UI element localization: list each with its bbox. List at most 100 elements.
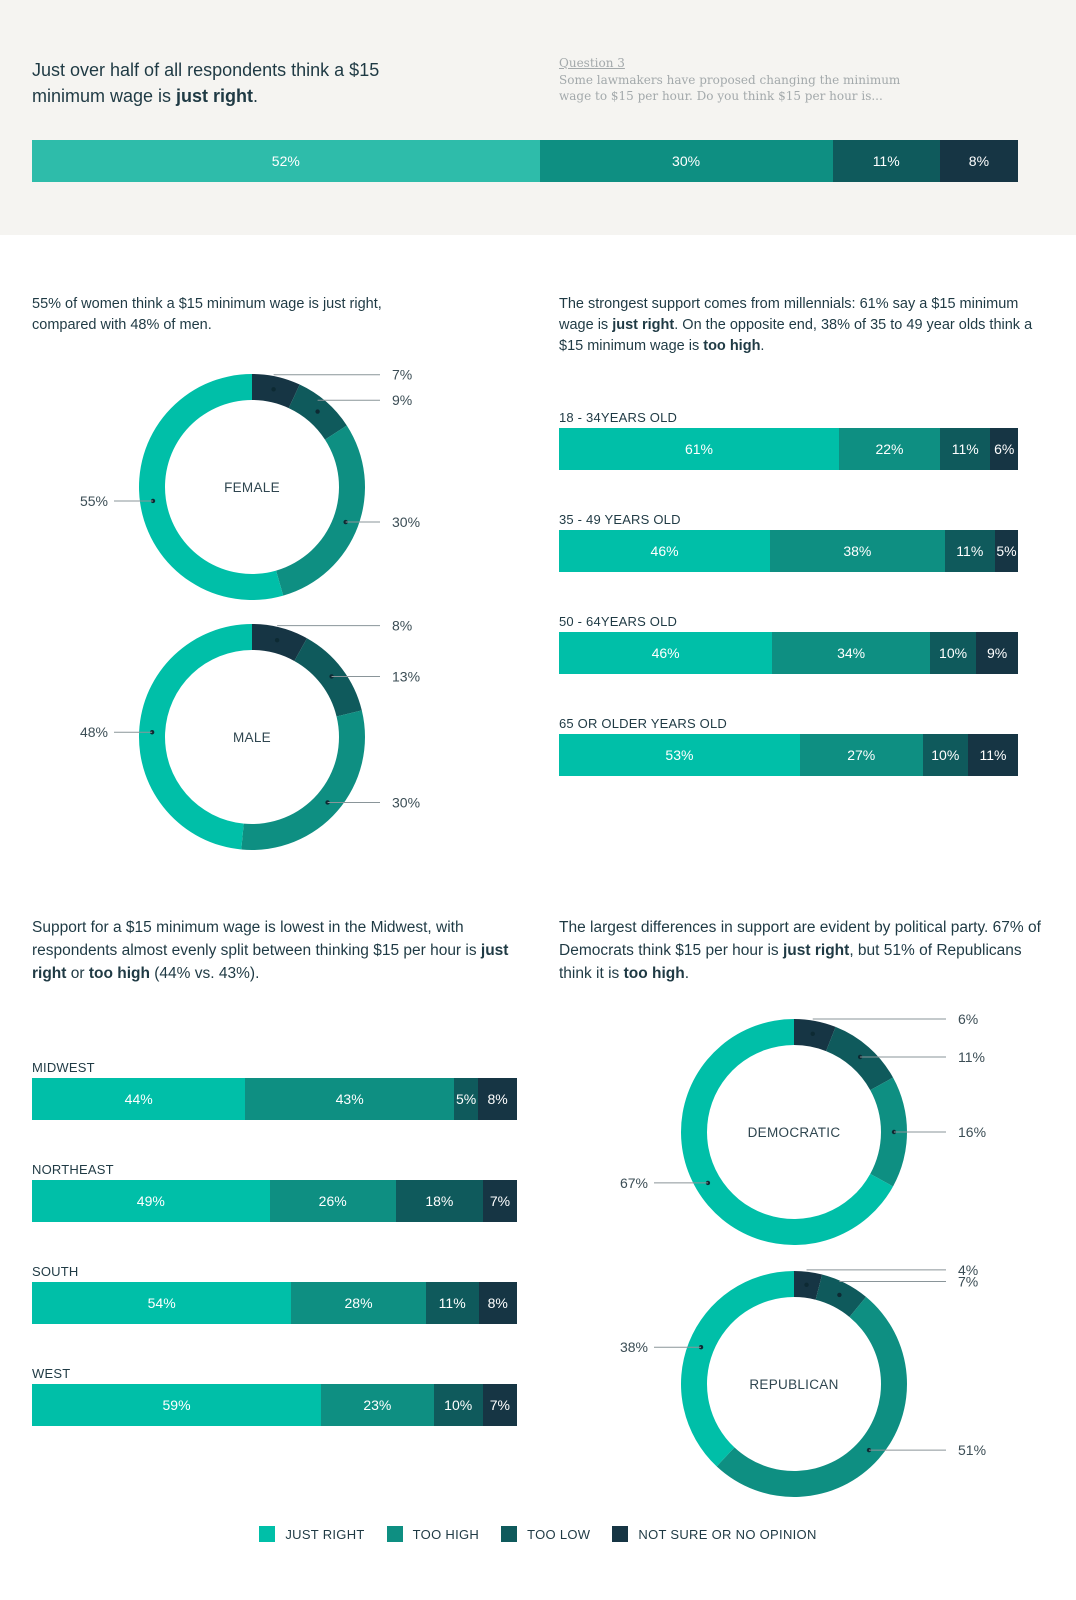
bar-segment-just-right: 46% [559, 530, 771, 572]
bar-label: MIDWEST [32, 1060, 95, 1075]
headline: Just over half of all respondents think … [32, 60, 380, 106]
bar-segment-too-high: 23% [321, 1384, 434, 1426]
party-intro: The largest differences in support are e… [559, 919, 1041, 982]
donut-slice-just-right [138, 374, 284, 600]
donut-value-label: 67% [620, 1175, 648, 1191]
bar-segment-too-low: 11% [425, 1282, 479, 1324]
bar-label: 35 - 49 YEARS OLD [559, 512, 681, 527]
bar-segment-just-right: 59% [32, 1384, 322, 1426]
leader-dot [271, 387, 276, 392]
stacked-bar-south: 54% 28% 11% 8% [32, 1282, 517, 1324]
question-label: Question 3 [559, 56, 625, 70]
donut-value-label: 9% [392, 392, 412, 408]
legend-label: JUST RIGHT [285, 1526, 365, 1542]
legend-swatch [259, 1526, 276, 1542]
donut-value-label: 38% [620, 1339, 648, 1355]
question-text: Some lawmakers have proposed changing th… [559, 73, 901, 103]
gender-intro: 55% of women think a $15 minimum wage is… [32, 296, 382, 333]
leader-dot [698, 1344, 704, 1350]
bar-segment-not-sure-or-no-opinion: 7% [482, 1384, 517, 1426]
bar-segment-too-low: 10% [433, 1384, 483, 1426]
party-donuts: 6% 11% 16% 67% DEMOCRATIC 4%7% 51% 38% REPUBLICA… [620, 1011, 986, 1497]
bar-segment-not-sure-or-no-opinion: 11% [967, 734, 1018, 776]
gender-donuts: 7% 9% 30% 55% FEMALE 8% 13% 30% 48% MALE [80, 367, 420, 850]
stacked-bar-65-or-older-years-old: 53% 27% 10% 11% [559, 734, 1018, 776]
stacked-bar-midwest: 44% 43% 5% 8% [32, 1078, 517, 1120]
legend-swatch [612, 1526, 629, 1542]
legend-label: NOT SURE OR NO OPINION [638, 1526, 817, 1542]
legend-item-not-sure-or-no-opinion: NOT SURE OR NO OPINION [612, 1526, 816, 1542]
bar-segment-not-sure-or-no-opinion: 7% [483, 1180, 517, 1222]
bar-segment-too-high: 26% [269, 1180, 396, 1222]
legend-item-too-low: TOO LOW [501, 1526, 590, 1542]
leader-dot [804, 1282, 809, 1287]
stacked-bar-35-49-years-old: 46% 38% 11% 5% [559, 530, 1018, 572]
leader-dot [274, 638, 280, 643]
donut-slice-too-low [294, 638, 362, 717]
bar-segment-not-sure-or-no-opinion: 5% [995, 530, 1018, 572]
bar-label: NORTHEAST [32, 1162, 114, 1177]
legend-swatch [386, 1526, 403, 1542]
bar-segment-just-right: 44% [32, 1078, 246, 1120]
bar-segment-not-sure-or-no-opinion: 9% [976, 632, 1018, 674]
stacked-bar-18-34years-old: 61% 22% 11% 6% [559, 428, 1018, 470]
leader-dot [857, 1054, 863, 1060]
bar-segment-just-right: 46% [559, 632, 773, 674]
leader-dot [315, 409, 320, 414]
bar-segment-too-high: 43% [245, 1078, 454, 1120]
donut-slice-too-high [870, 1077, 907, 1187]
donut-value-label: 16% [958, 1124, 986, 1140]
donut-value-label: 7% [958, 1274, 978, 1290]
bar-segment-too-low: 5% [453, 1078, 479, 1120]
donut-value-label: 55% [80, 493, 108, 509]
bar-segment-too-high: 27% [799, 734, 923, 776]
stacked-bar-northeast: 49% 26% 18% 7% [32, 1180, 517, 1222]
bar-segment-too-high: 34% [772, 632, 930, 674]
donut-center-label: REPUBLICAN [749, 1377, 838, 1392]
bar-label: 50 - 64YEARS OLD [559, 614, 678, 629]
donut-value-label: 13% [392, 668, 420, 684]
stacked-bar-west: 59% 23% 10% 7% [32, 1384, 517, 1426]
bar-segment-too-high: 30% [539, 140, 833, 182]
legend-item-just-right: JUST RIGHT [259, 1526, 364, 1542]
bar-segment-too-low: 11% [832, 140, 940, 182]
bar-label: SOUTH [32, 1264, 79, 1279]
leader-dot [343, 519, 348, 525]
donut-value-label: 4% [958, 1262, 978, 1278]
donut-slice-just-right [139, 624, 252, 850]
bar-label: 18 - 34YEARS OLD [559, 410, 678, 425]
donut-value-label: 11% [958, 1049, 985, 1065]
bar-segment-not-sure-or-no-opinion: 8% [939, 140, 1018, 182]
donut-slice-not-sure [252, 624, 307, 661]
donut-slice-too-high [716, 1296, 908, 1497]
donut-slice-just-right [681, 1271, 794, 1467]
donut-center-label: FEMALE [224, 480, 280, 495]
bar-segment-too-high: 28% [291, 1282, 426, 1324]
legend-label: TOO LOW [527, 1526, 591, 1542]
donut-slice-not-sure [252, 374, 300, 409]
bar-segment-just-right: 61% [559, 428, 839, 470]
leader-dot [705, 1180, 711, 1186]
legend: JUST RIGHT TOO HIGH TOO LOW NOT SURE OR NO … [0, 1526, 1076, 1542]
bar-segment-too-low: 18% [395, 1180, 484, 1222]
bar-label: 65 OR OLDER YEARS OLD [559, 716, 727, 731]
leader-dot [866, 1447, 872, 1453]
header-band [0, 0, 1076, 235]
region-intro: Support for a $15 minimum wage is lowest… [32, 919, 509, 982]
bar-segment-just-right: 52% [32, 140, 540, 182]
donut-slice-too-high [241, 710, 365, 850]
donut-value-label: 30% [392, 514, 420, 530]
bar-segment-too-low: 10% [922, 734, 968, 776]
bar-segment-not-sure-or-no-opinion: 8% [478, 1282, 517, 1324]
legend-swatch [501, 1526, 518, 1542]
bar-segment-not-sure-or-no-opinion: 8% [478, 1078, 517, 1120]
bar-segment-just-right: 49% [32, 1180, 270, 1222]
bar-segment-just-right: 54% [32, 1282, 292, 1324]
legend-item-too-high: TOO HIGH [386, 1526, 480, 1542]
bar-label: WEST [32, 1366, 71, 1381]
donut-value-label: 8% [392, 618, 412, 634]
legend-label: TOO HIGH [412, 1526, 480, 1542]
bar-segment-too-low: 11% [944, 530, 996, 572]
donut-value-label: 30% [392, 794, 420, 810]
bar-segment-too-low: 10% [929, 632, 977, 674]
